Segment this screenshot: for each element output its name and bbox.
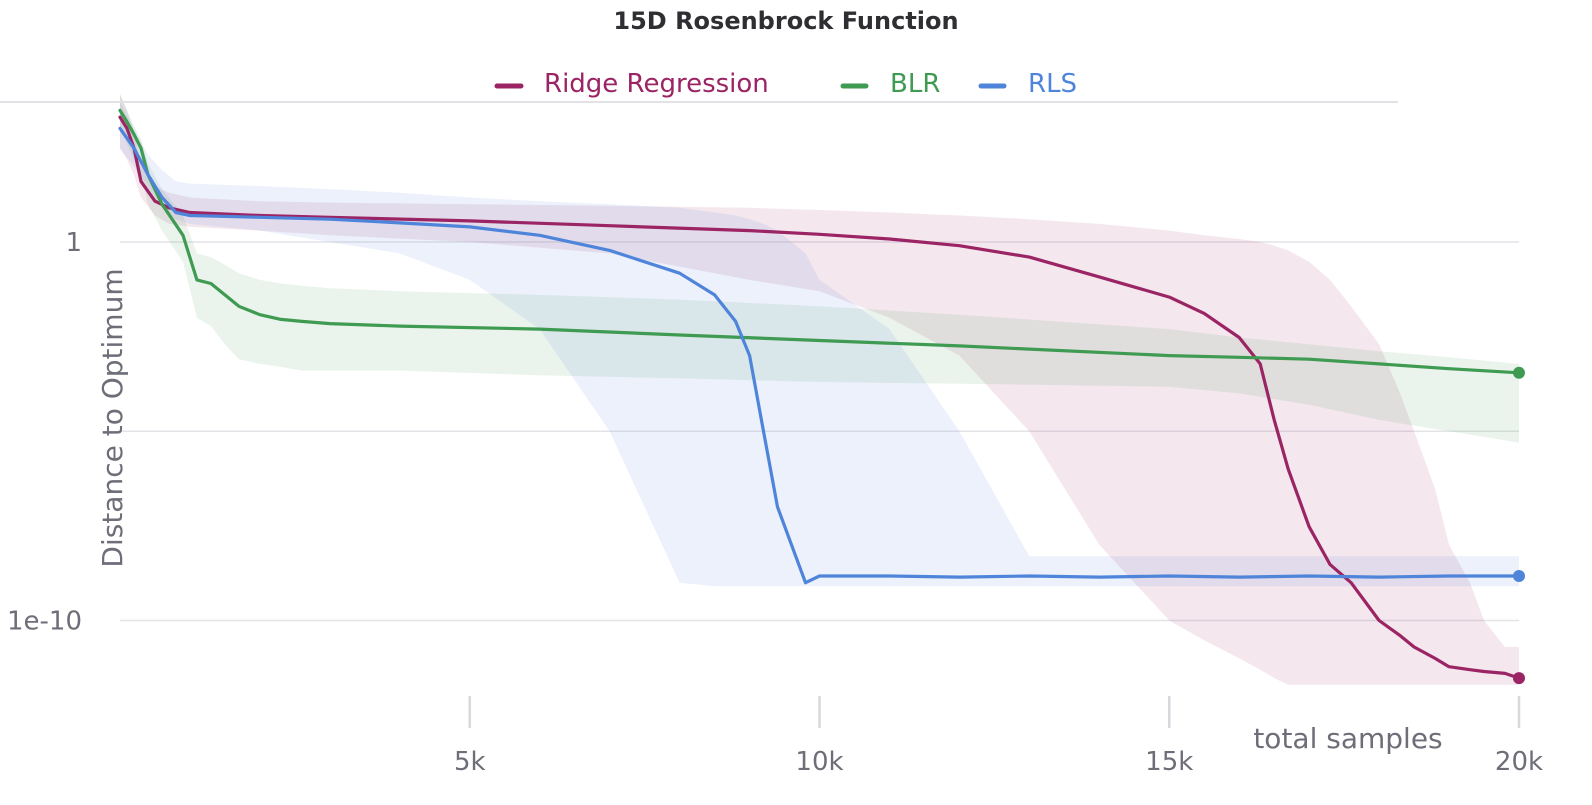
line-rls[interactable] xyxy=(118,126,1521,585)
legend-label-ridge-regression[interactable]: Ridge Regression xyxy=(544,69,769,99)
band-ridge-regression xyxy=(120,94,1519,685)
band-rls xyxy=(120,102,1519,587)
grid-layer xyxy=(120,241,1519,622)
legend-label-rls[interactable]: RLS xyxy=(1028,69,1077,99)
chart-title: 15D Rosenbrock Function xyxy=(613,7,958,35)
end-marker-ridge-regression[interactable] xyxy=(1513,672,1525,685)
line-layer xyxy=(118,108,1525,685)
end-marker-rls[interactable] xyxy=(1513,569,1525,582)
y-tick-label-2: 1e-10 xyxy=(7,607,82,637)
x-tick-label-3: 20k xyxy=(1495,747,1543,777)
x-axis-label: total samples xyxy=(1253,722,1442,755)
legend: Ridge Regression BLR RLS xyxy=(494,69,1077,99)
x-tick-label-1: 10k xyxy=(795,747,843,777)
x-tick-label-2: 15k xyxy=(1145,747,1193,777)
tick-layer: 1 1e-10 5k 10k 15k 20k xyxy=(7,228,1543,777)
y-axis-label: Distance to Optimum xyxy=(96,268,129,567)
legend-label-blr[interactable]: BLR xyxy=(890,69,940,99)
x-tick-label-0: 5k xyxy=(454,747,486,777)
band-layer xyxy=(120,94,1519,685)
line-ridge-regression[interactable] xyxy=(118,115,1521,680)
end-marker-blr[interactable] xyxy=(1513,366,1525,379)
y-tick-label-0: 1 xyxy=(65,228,82,258)
